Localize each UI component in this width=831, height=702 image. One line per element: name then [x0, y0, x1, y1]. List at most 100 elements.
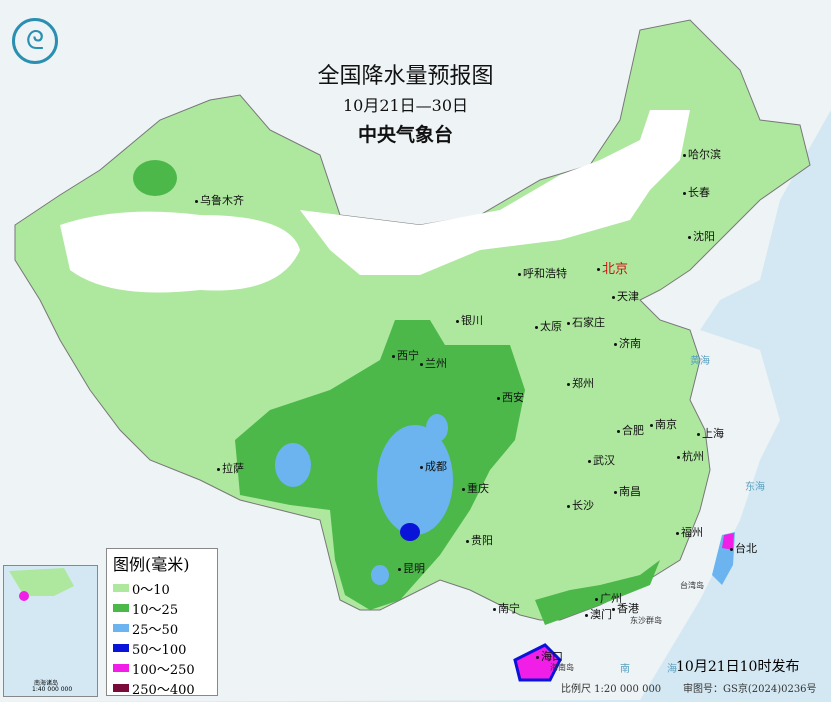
city-dot-icon — [585, 613, 588, 617]
cma-logo-icon: ᘓ — [12, 18, 58, 64]
city-name: 济南 — [619, 337, 641, 350]
legend-swatch — [113, 644, 129, 652]
inset-label: 南海诸岛 — [34, 680, 59, 687]
city-name: 香港 — [617, 602, 639, 615]
city-name: 南昌 — [619, 485, 641, 498]
city-label: 乌鲁木齐 — [195, 192, 244, 208]
zone-25-50-b — [371, 565, 389, 585]
city-label: 重庆 — [462, 480, 489, 496]
city-name: 北京 — [602, 262, 629, 277]
city-label: 澳门 — [585, 606, 612, 622]
city-label: 南宁 — [493, 600, 520, 616]
city-dot-icon — [612, 295, 615, 299]
legend-item: 50～100 — [113, 638, 211, 658]
city-label: 沈阳 — [688, 228, 715, 244]
city-name: 兰州 — [425, 357, 447, 370]
city-dot-icon — [730, 547, 733, 551]
city-dot-icon — [217, 467, 220, 471]
city-dot-icon — [518, 272, 521, 276]
south-china-sea-inset: 南海诸岛 1:40 000 000 — [3, 565, 98, 697]
sea-label: 黄海 — [690, 356, 710, 367]
city-dot-icon — [567, 382, 570, 386]
city-label: 香港 — [612, 600, 639, 616]
city-label: 长春 — [683, 184, 710, 200]
city-name: 西宁 — [397, 349, 419, 362]
legend-label: 25～50 — [132, 622, 179, 638]
city-label: 哈尔滨 — [683, 146, 721, 162]
city-dot-icon — [462, 487, 465, 491]
legend-item: 25～50 — [113, 618, 211, 638]
city-dot-icon — [677, 455, 680, 459]
city-name: 西安 — [502, 391, 524, 404]
city-label: 成都 — [420, 458, 447, 474]
city-dot-icon — [536, 655, 539, 659]
city-name: 拉萨 — [222, 462, 244, 475]
legend-item: 100～250 — [113, 658, 211, 678]
city-dot-icon — [392, 354, 395, 358]
city-label: 银川 — [456, 312, 483, 328]
city-dot-icon — [420, 465, 423, 469]
city-dot-icon — [567, 321, 570, 325]
audit-number: 审图号：GS京(2024)0236号 — [683, 684, 817, 695]
city-label: 杭州 — [677, 448, 704, 464]
city-name: 福州 — [681, 526, 703, 539]
zone-25-50-a — [426, 414, 448, 442]
city-label: 西宁 — [392, 347, 419, 363]
no-rain-xinjiang — [60, 211, 300, 293]
city-label: 台北 — [730, 540, 757, 556]
hainan-island — [513, 643, 562, 682]
legend-swatch — [113, 624, 129, 632]
city-dot-icon — [697, 432, 700, 436]
city-name: 银川 — [461, 314, 483, 327]
city-name: 哈尔滨 — [688, 148, 721, 161]
city-name: 合肥 — [622, 424, 644, 437]
city-name: 重庆 — [467, 482, 489, 495]
city-name: 贵阳 — [471, 534, 493, 547]
city-name: 澳门 — [590, 608, 612, 621]
sea-label: 东海 — [745, 482, 765, 493]
city-name: 南京 — [655, 418, 677, 431]
city-dot-icon — [617, 429, 620, 433]
legend-item: 0～10 — [113, 578, 211, 598]
city-name: 武汉 — [593, 454, 615, 467]
city-label: 广州 — [595, 590, 622, 606]
map-title: 全国降水量预报图 — [317, 64, 494, 89]
legend-swatch — [113, 664, 129, 672]
map-agency: 中央气象台 — [357, 124, 453, 146]
city-dot-icon — [688, 235, 691, 239]
city-dot-icon — [493, 607, 496, 611]
city-name: 石家庄 — [572, 316, 605, 329]
zone-10-25-south-coast — [535, 560, 660, 625]
legend-item: 250～400 — [113, 678, 211, 698]
city-name: 郑州 — [572, 377, 594, 390]
zone-10-25-xinjiang — [133, 160, 177, 196]
legend-label: 0～10 — [132, 582, 170, 598]
city-name: 广州 — [600, 592, 622, 605]
city-name: 长春 — [688, 186, 710, 199]
city-label: 南昌 — [614, 483, 641, 499]
city-label: 南京 — [650, 416, 677, 432]
legend-label: 10～25 — [132, 602, 179, 618]
legend-label: 50～100 — [132, 642, 187, 658]
inset-scale: 1:40 000 000 — [32, 686, 73, 693]
city-dot-icon — [420, 362, 423, 366]
island-label: 台湾岛 — [680, 581, 704, 590]
city-label: 郑州 — [567, 375, 594, 391]
legend-swatch — [113, 604, 129, 612]
legend-label: 100～250 — [132, 662, 195, 678]
city-dot-icon — [497, 396, 500, 400]
city-dot-icon — [195, 199, 198, 203]
city-label: 合肥 — [617, 422, 644, 438]
city-dot-icon — [650, 423, 653, 427]
sea-label: 海 — [667, 664, 677, 675]
no-rain-north — [300, 110, 690, 275]
city-label: 太原 — [535, 318, 562, 334]
city-label: 昆明 — [398, 560, 425, 576]
city-dot-icon — [595, 597, 598, 601]
city-label: 贵阳 — [466, 532, 493, 548]
city-dot-icon — [683, 191, 686, 195]
taiwan-heavy — [722, 533, 734, 550]
city-label: 武汉 — [588, 452, 615, 468]
